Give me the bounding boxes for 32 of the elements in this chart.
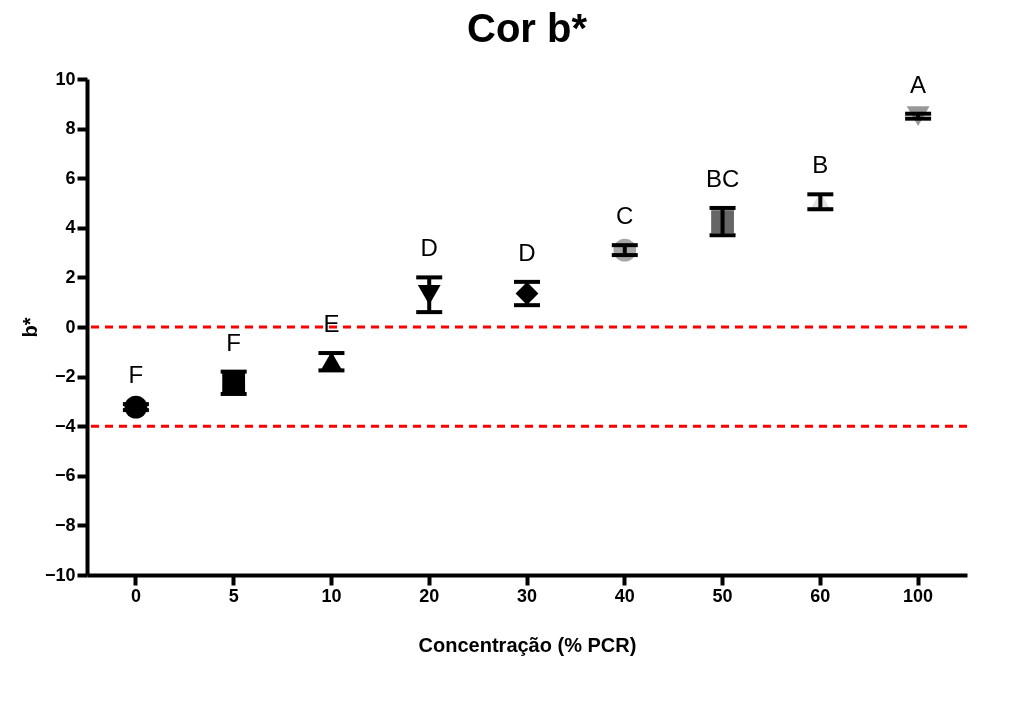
y-axis-title: b*: [18, 317, 41, 338]
x-tick-label: 60: [810, 585, 831, 606]
y-tick-label: −4: [54, 415, 76, 436]
y-tick-label: 2: [65, 266, 76, 287]
y-tick-label: 10: [55, 68, 76, 89]
x-tick-label: 5: [228, 585, 239, 606]
x-tick-label: 20: [419, 585, 440, 606]
annotation: C: [616, 202, 634, 230]
annotation: E: [323, 310, 340, 338]
y-tick-label: −10: [44, 564, 76, 585]
y-tick-label: 6: [65, 167, 76, 188]
x-axis-title: Concentração (% PCR): [418, 633, 637, 656]
y-tick-label: 8: [65, 118, 76, 139]
x-tick-label: 0: [130, 585, 141, 606]
x-tick-label: 40: [614, 585, 635, 606]
y-tick-label: −8: [54, 514, 76, 535]
x-tick-label: 10: [321, 585, 342, 606]
y-tick-label: 0: [65, 316, 76, 337]
annotation: F: [128, 361, 144, 389]
x-tick-label: 30: [516, 585, 538, 606]
annotation: D: [518, 238, 536, 266]
annotation: B: [812, 151, 829, 179]
annotation: A: [910, 70, 927, 98]
x-tick-label: 50: [712, 585, 733, 606]
chart-title: Cor b*: [467, 6, 588, 50]
y-tick-label: 4: [65, 217, 76, 238]
x-tick-label: 100: [903, 585, 934, 606]
y-tick-label: −2: [54, 366, 76, 387]
annotation: F: [226, 328, 241, 356]
annotation: BC: [705, 164, 740, 192]
annotation: D: [420, 234, 438, 262]
y-tick-label: −6: [54, 465, 76, 486]
